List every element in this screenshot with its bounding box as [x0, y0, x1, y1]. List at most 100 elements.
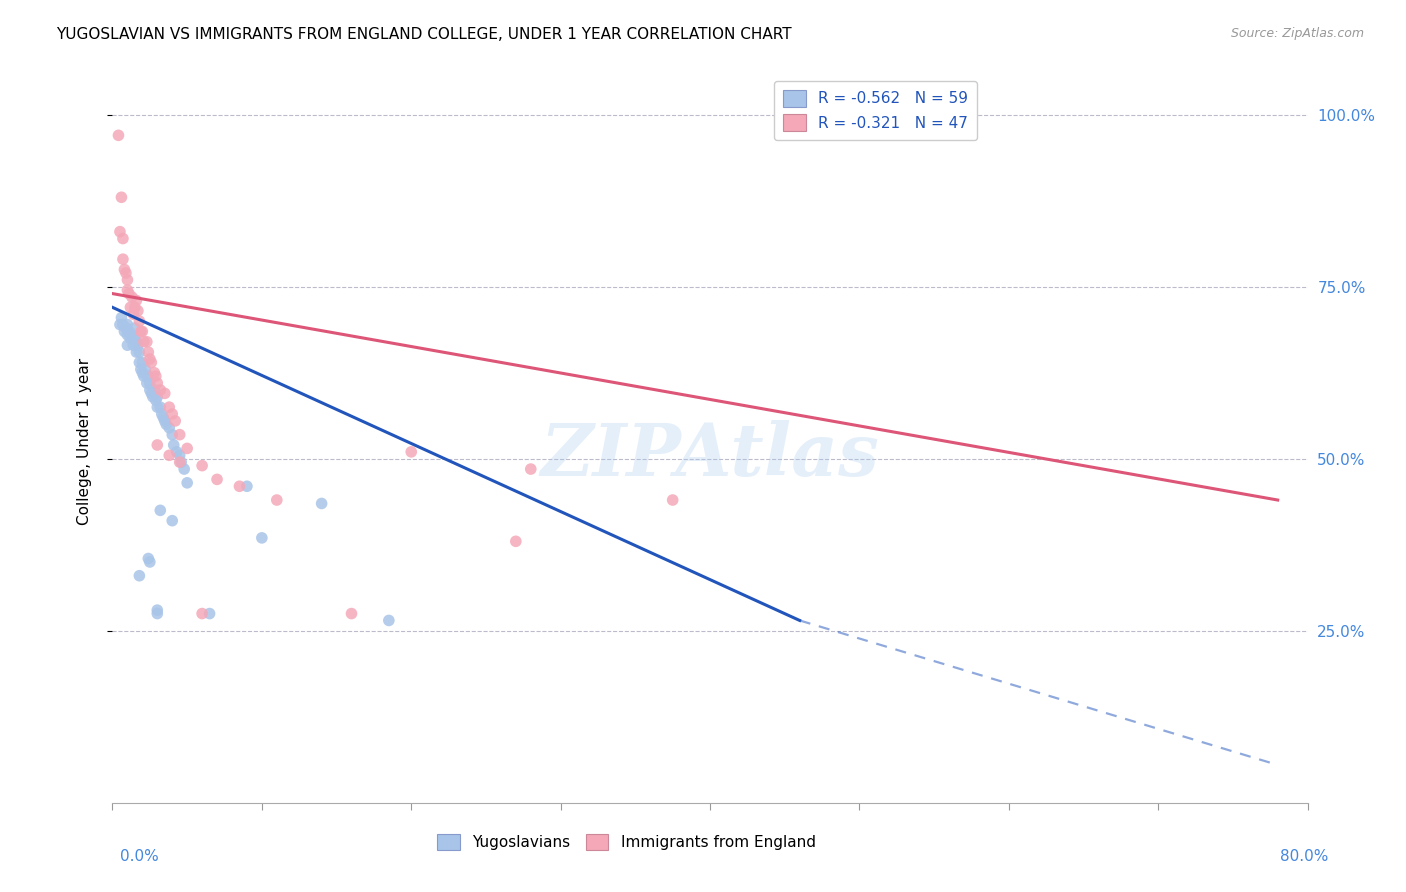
Point	[117, 273, 139, 287]
Point	[169, 455, 191, 469]
Point	[228, 479, 250, 493]
Point	[149, 503, 172, 517]
Point	[145, 369, 167, 384]
Point	[250, 531, 273, 545]
Text: 0.0%: 0.0%	[120, 849, 159, 863]
Text: YUGOSLAVIAN VS IMMIGRANTS FROM ENGLAND COLLEGE, UNDER 1 YEAR CORRELATION CHART: YUGOSLAVIAN VS IMMIGRANTS FROM ENGLAND C…	[56, 27, 792, 42]
Point	[198, 607, 221, 621]
Point	[124, 331, 146, 345]
Point	[122, 338, 145, 352]
Point	[107, 128, 129, 143]
Point	[170, 455, 193, 469]
Point	[401, 445, 423, 459]
Point	[150, 407, 173, 421]
Point	[143, 383, 166, 397]
Point	[139, 376, 162, 390]
Point	[162, 427, 183, 442]
Point	[152, 410, 174, 425]
Point	[128, 345, 150, 359]
Point	[135, 334, 157, 349]
Point	[520, 462, 543, 476]
Point	[139, 555, 162, 569]
Point	[114, 325, 135, 339]
Point	[117, 283, 139, 297]
Point	[157, 400, 180, 414]
Point	[157, 421, 180, 435]
Point	[661, 493, 683, 508]
Y-axis label: College, Under 1 year: College, Under 1 year	[77, 358, 91, 525]
Point	[155, 417, 177, 432]
Point	[122, 307, 145, 321]
Point	[169, 448, 191, 462]
Point	[117, 338, 139, 352]
Point	[146, 438, 169, 452]
Point	[117, 318, 139, 332]
Point	[165, 414, 187, 428]
Point	[191, 607, 214, 621]
Point	[114, 262, 135, 277]
Point	[163, 438, 186, 452]
Point	[128, 314, 150, 328]
Point	[146, 607, 169, 621]
Point	[505, 534, 527, 549]
Point	[132, 334, 155, 349]
Point	[121, 327, 143, 342]
Point	[169, 427, 191, 442]
Point	[118, 286, 141, 301]
Point	[131, 355, 153, 369]
Text: 80.0%: 80.0%	[1281, 849, 1329, 863]
Point	[125, 345, 148, 359]
Point	[108, 225, 131, 239]
Point	[120, 331, 142, 345]
Point	[157, 448, 180, 462]
Point	[128, 355, 150, 369]
Point	[146, 376, 169, 390]
Point	[124, 321, 146, 335]
Point	[139, 383, 162, 397]
Point	[162, 514, 183, 528]
Point	[111, 318, 134, 332]
Point	[110, 310, 132, 325]
Point	[236, 479, 259, 493]
Point	[134, 362, 156, 376]
Point	[129, 325, 152, 339]
Point	[153, 414, 176, 428]
Point	[176, 475, 198, 490]
Text: ZIPAtlas: ZIPAtlas	[541, 420, 879, 491]
Point	[146, 390, 169, 404]
Point	[132, 369, 155, 384]
Point	[129, 362, 152, 376]
Text: Source: ZipAtlas.com: Source: ZipAtlas.com	[1230, 27, 1364, 40]
Point	[205, 472, 228, 486]
Point	[111, 252, 134, 267]
Point	[135, 376, 157, 390]
Point	[138, 345, 160, 359]
Point	[149, 400, 172, 414]
Point	[108, 318, 131, 332]
Point	[111, 231, 134, 245]
Point	[141, 355, 163, 369]
Point	[110, 190, 132, 204]
Point	[128, 568, 150, 582]
Point	[125, 334, 148, 349]
Point	[125, 293, 148, 308]
Point	[127, 303, 149, 318]
Point	[139, 351, 162, 366]
Point	[142, 390, 165, 404]
Point	[121, 290, 143, 304]
Point	[120, 301, 142, 315]
Point	[176, 442, 198, 456]
Point	[173, 462, 195, 476]
Legend: Yugoslavians, Immigrants from England: Yugoslavians, Immigrants from England	[430, 828, 823, 856]
Point	[340, 607, 363, 621]
Point	[153, 386, 176, 401]
Point	[118, 325, 141, 339]
Point	[146, 603, 169, 617]
Point	[141, 386, 163, 401]
Point	[117, 327, 139, 342]
Point	[138, 369, 160, 384]
Point	[311, 496, 333, 510]
Point	[149, 383, 172, 397]
Point	[266, 493, 288, 508]
Point	[166, 445, 188, 459]
